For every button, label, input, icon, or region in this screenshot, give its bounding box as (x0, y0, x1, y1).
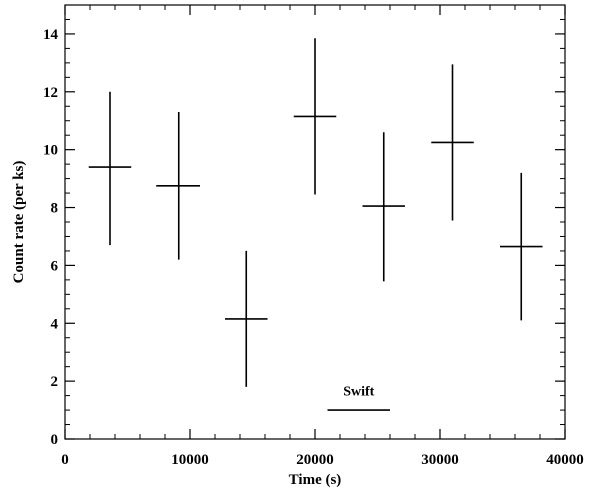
data-point (362, 132, 405, 282)
swift-annotation: Swift (327, 385, 390, 411)
axis-tick-labels: 0 10000 20000 30000 40000 0 2 4 6 8 10 12 14 (43, 27, 584, 468)
axis-ticks (64, 5, 566, 440)
data-point (88, 91, 132, 246)
swift-label: Swift (343, 385, 374, 400)
y-tick-label: 4 (51, 316, 59, 332)
y-tick-label: 8 (51, 201, 59, 217)
data-point (225, 250, 268, 387)
x-tick-label: 20000 (296, 452, 334, 468)
x-tick-label: 30000 (421, 452, 459, 468)
y-tick-label: 10 (43, 143, 58, 159)
y-tick-label: 0 (51, 432, 59, 448)
y-tick-label: 12 (43, 85, 58, 101)
data-points (88, 38, 543, 387)
y-tick-label: 6 (51, 258, 59, 274)
x-axis-title: Time (s) (289, 472, 342, 488)
y-axis-title: Count rate (per ks) (11, 161, 27, 284)
y-tick-label: 2 (51, 374, 59, 390)
data-point (500, 172, 543, 321)
x-tick-label: 40000 (546, 452, 584, 468)
y-tick-label: 14 (43, 27, 59, 43)
data-point (431, 64, 474, 221)
data-point (156, 112, 200, 260)
x-tick-label: 10000 (171, 452, 209, 468)
x-tick-label: 0 (61, 452, 69, 468)
data-point (293, 38, 337, 195)
